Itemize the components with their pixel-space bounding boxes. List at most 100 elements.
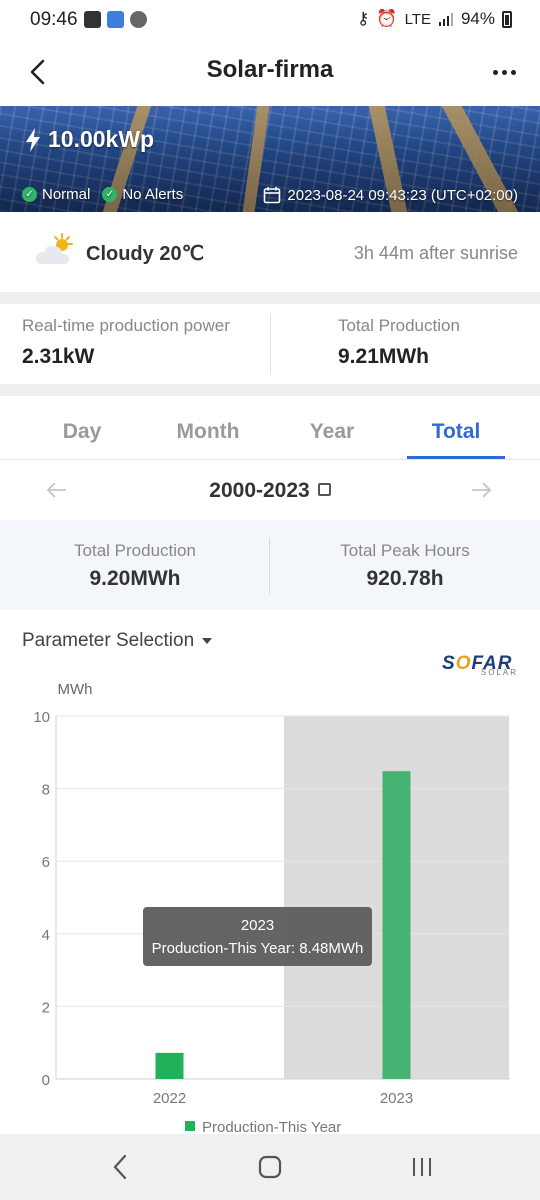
chart-tooltip	[143, 907, 372, 966]
hand-icon	[107, 11, 124, 28]
status-time: 09:46	[30, 9, 78, 30]
calendar-icon	[317, 483, 331, 496]
weather-condition: Cloudy 20℃	[86, 243, 205, 265]
sofar-logo: SOFAR SOLAR	[442, 653, 520, 679]
arrow-right-icon[interactable]	[470, 480, 492, 500]
y-tick-label: 10	[33, 709, 50, 726]
tooltip-text: Production-This Year: 8.48MWh	[152, 940, 364, 957]
notification-icons	[84, 11, 147, 28]
chevron-left-icon	[30, 59, 45, 85]
logo-sub-text: SOLAR	[480, 668, 518, 677]
logo-letter: S	[442, 653, 456, 674]
more-dot	[492, 69, 498, 75]
section-divider	[0, 292, 540, 304]
battery-percent: 94%	[460, 9, 495, 28]
realtime-section: Real-time production power 2.31kW Total …	[0, 304, 540, 384]
status-bar: 09:46 ⚷ ⏰ LTE 94%	[0, 0, 540, 42]
date-range-text: 2000-2023	[209, 479, 310, 502]
summary-section: Total Production 9.20MWh Total Peak Hour…	[0, 520, 540, 610]
parameter-selection-label: Parameter Selection	[22, 630, 195, 651]
nav-recents-icon	[413, 1158, 431, 1176]
cloudy-icon	[35, 233, 73, 264]
summary-production-label: Total Production	[74, 541, 196, 560]
arrow-left-icon[interactable]	[46, 480, 68, 500]
timestamp-text: 2023-08-24 09:43:23 (UTC+02:00)	[287, 186, 518, 204]
y-tick-label: 6	[42, 854, 50, 871]
app-bar: Solar-firma	[0, 42, 540, 106]
capacity-value: 10.00kWp	[48, 126, 155, 152]
banner-shade	[0, 106, 540, 212]
status-normal-label: Normal	[42, 186, 91, 203]
gallery-icon	[84, 11, 101, 28]
tooltip-title: 2023	[241, 917, 274, 934]
section-divider	[0, 384, 540, 396]
date-range-row: 2000-2023	[0, 460, 540, 520]
back-button[interactable]	[20, 54, 56, 90]
calendar-icon	[264, 187, 281, 204]
nav-recents-button[interactable]	[402, 1150, 442, 1184]
production-chart[interactable]: MWh 0 2 4 6 8 10 2022 2023 2023 Production-This Ye…	[0, 672, 540, 1134]
y-tick-label: 2	[42, 999, 50, 1016]
no-alerts-badge: ✓ No Alerts	[102, 186, 183, 203]
status-right: ⚷ ⏰ LTE 94%	[357, 9, 512, 29]
weather-row: Cloudy 20℃ 3h 44m after sunrise	[0, 212, 540, 292]
summary-divider	[269, 538, 270, 594]
y-axis-unit-label: MWh	[58, 681, 93, 698]
nav-home-icon	[258, 1155, 282, 1179]
more-dot	[510, 69, 516, 75]
key-icon: ⚷	[356, 9, 370, 28]
x-tick-label: 2023	[380, 1090, 413, 1107]
logo-letter: F	[471, 653, 484, 674]
status-normal-badge: ✓ Normal	[22, 186, 90, 203]
alarm-icon: ⏰	[376, 9, 398, 28]
legend-swatch	[185, 1121, 195, 1131]
x-tick-label: 2022	[153, 1090, 186, 1107]
nav-back-button[interactable]	[100, 1150, 140, 1184]
logo-letter: O	[455, 653, 472, 674]
realtime-total: Total Production 9.21MWh	[338, 316, 460, 369]
legend-label: Production-This Year	[202, 1119, 341, 1134]
lightning-icon	[26, 127, 40, 152]
realtime-power: Real-time production power 2.31kW	[22, 316, 230, 369]
summary-production-value: 9.20MWh	[89, 567, 181, 590]
system-nav-bar	[0, 1134, 540, 1200]
summary-peak-hours: Total Peak Hours 920.78h	[270, 541, 540, 591]
app-icon	[130, 11, 147, 28]
plant-banner: 10.00kWp ✓ Normal ✓ No Alerts 2023-08-24…	[0, 106, 540, 212]
realtime-total-value: 9.21MWh	[338, 345, 430, 368]
date-range-picker[interactable]: 2000-2023	[0, 479, 540, 503]
more-options-button[interactable]	[488, 56, 520, 88]
lte-label: LTE	[404, 10, 431, 28]
realtime-divider	[270, 314, 271, 374]
summary-peak-label: Total Peak Hours	[340, 541, 470, 560]
active-tab-indicator	[407, 456, 505, 459]
y-tick-label: 8	[42, 782, 50, 799]
status-badges: ✓ Normal ✓ No Alerts	[22, 186, 183, 203]
banner-timestamp: 2023-08-24 09:43:23 (UTC+02:00)	[263, 186, 518, 204]
sunrise-info: 3h 44m after sunrise	[353, 243, 518, 263]
realtime-power-value: 2.31kW	[22, 345, 95, 368]
tab-day[interactable]: Day	[62, 420, 102, 443]
bar-2022	[155, 1052, 184, 1079]
no-alerts-label: No Alerts	[122, 186, 184, 203]
realtime-total-label: Total Production	[338, 316, 460, 335]
signal-icon	[438, 13, 453, 26]
period-tabs: Day Month Year Total	[0, 396, 540, 460]
summary-production: Total Production 9.20MWh	[0, 541, 270, 591]
nav-back-icon	[113, 1154, 127, 1180]
parameter-selection-dropdown[interactable]: Parameter Selection	[22, 630, 213, 652]
logo-main-text: SOFAR	[442, 653, 513, 674]
check-icon: ✓	[102, 187, 118, 202]
realtime-power-label: Real-time production power	[22, 316, 230, 335]
nav-home-button[interactable]	[250, 1150, 290, 1184]
y-tick-label: 4	[42, 927, 50, 944]
logo-letter: A	[483, 653, 498, 674]
tab-month[interactable]: Month	[176, 420, 240, 443]
tab-year[interactable]: Year	[309, 420, 355, 443]
bar-2023	[382, 771, 411, 1079]
check-icon: ✓	[22, 187, 37, 202]
battery-icon	[502, 10, 512, 28]
logo-letter: R	[497, 653, 513, 674]
tab-total[interactable]: Total	[431, 420, 481, 443]
summary-peak-value: 920.78h	[366, 567, 444, 590]
